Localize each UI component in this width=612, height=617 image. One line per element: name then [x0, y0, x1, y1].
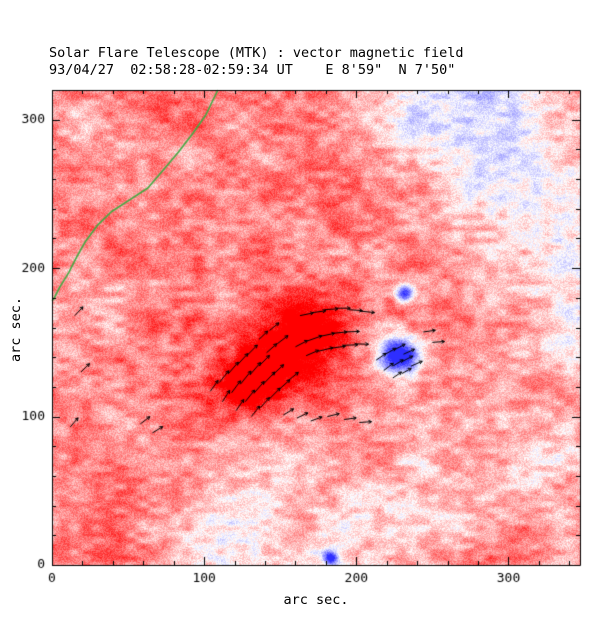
x-axis-label: arc sec. — [283, 592, 349, 608]
y-axis-label: arc sec. — [8, 296, 24, 362]
chart-title: Solar Flare Telescope (MTK) : vector mag… — [49, 45, 464, 61]
chart-subtitle: 93/04/27 02:58:28-02:59:34 UT E 8'59" N … — [49, 62, 456, 78]
